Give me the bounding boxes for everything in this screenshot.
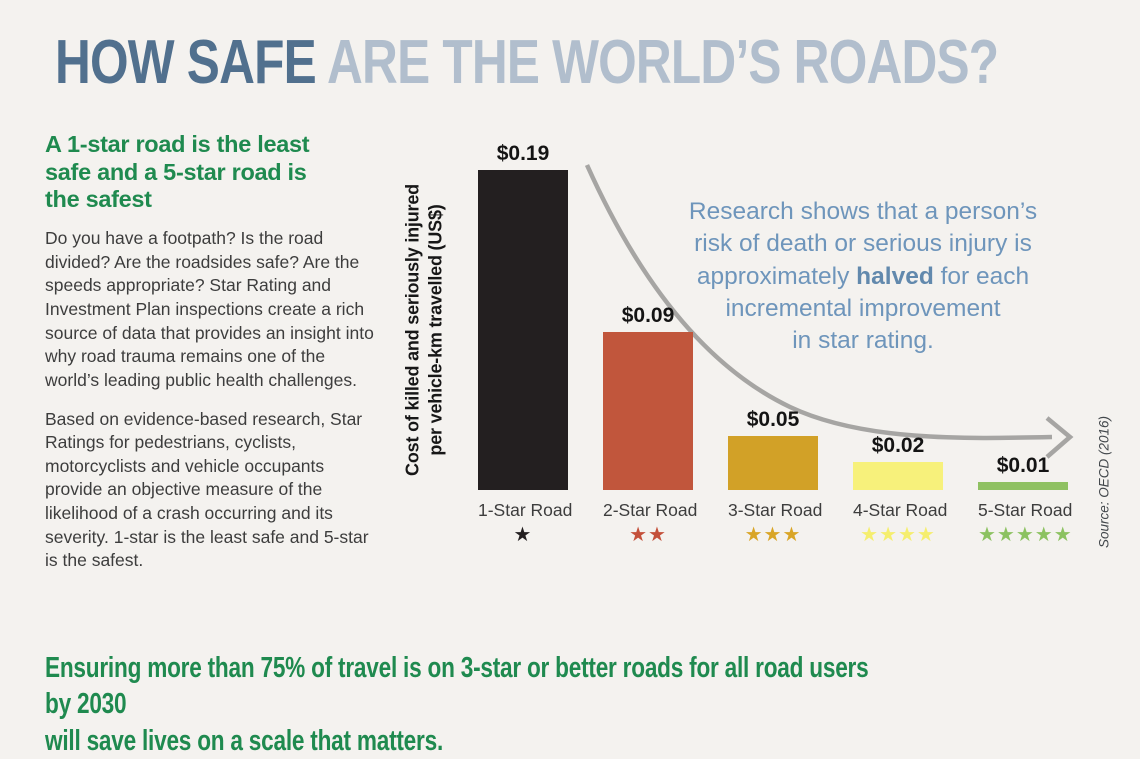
category-column: 3-Star Road ★★★ — [728, 500, 823, 546]
bar — [853, 462, 943, 490]
category-label: 4-Star Road — [853, 500, 948, 520]
page-title-rest: ARE THE WORLD’S ROADS? — [315, 28, 999, 97]
footer-statement: Ensuring more than 75% of travel is on 3… — [45, 652, 869, 757]
bar-column: $0.02 — [853, 142, 943, 490]
chart-categories: 1-Star Road ★ 2-Star Road ★★ 3-Star Road ★★★ 4… — [478, 500, 1073, 546]
bar-column: $0.05 — [728, 142, 818, 490]
research-annotation: Research shows that a person’s risk of d… — [648, 196, 1078, 358]
star-rating-icon: ★★★★★ — [978, 524, 1073, 546]
bar-value-label: $0.01 — [996, 454, 1050, 477]
intro-column: A 1-star road is the least safe and a 5-… — [45, 131, 379, 588]
bar-value-label: $0.09 — [621, 304, 675, 327]
bar-value-label: $0.02 — [871, 434, 925, 457]
page-title-emphasis: HOW SAFE — [55, 28, 317, 97]
intro-paragraph-2: Based on evidence-based research, Star R… — [45, 408, 369, 571]
bar — [478, 170, 568, 490]
annotation-text-bold: halved — [856, 262, 934, 290]
intro-heading: A 1-star road is the least safe and a 5-… — [45, 131, 310, 213]
bar-column: $0.09 — [603, 142, 693, 490]
category-column: 2-Star Road ★★ — [603, 500, 698, 546]
chart-plot: $0.19 $0.09 $0.05 $0.02 $0.01 — [478, 142, 1068, 490]
bar — [978, 482, 1068, 490]
category-label: 2-Star Road — [603, 500, 698, 520]
bar-column: $0.19 — [478, 142, 568, 490]
infographic-page: HOW SAFE ARE THE WORLD’S ROADS? A 1-star… — [45, 32, 1112, 757]
bar-value-label: $0.19 — [496, 142, 550, 165]
star-rating-icon: ★★ — [629, 524, 667, 546]
annotation-text-before: Research shows that a person’s risk of d… — [688, 198, 1038, 290]
page-title: HOW SAFE ARE THE WORLD’S ROADS? — [55, 32, 999, 94]
category-column: 4-Star Road ★★★★ — [853, 500, 948, 546]
star-rating-icon: ★★★ — [744, 524, 802, 546]
star-rating-icon: ★ — [513, 524, 533, 546]
category-label: 1-Star Road — [478, 500, 573, 520]
bar-value-label: $0.05 — [746, 408, 800, 431]
bar — [728, 436, 818, 490]
category-label: 3-Star Road — [728, 500, 823, 520]
chart-y-axis-label: Cost of killed and seriously injured per… — [402, 184, 446, 476]
source-credit: Source: OECD (2016) — [1096, 415, 1112, 549]
bar-column: $0.01 — [978, 142, 1068, 490]
star-rating-icon: ★★★★ — [860, 524, 936, 546]
bar — [603, 332, 693, 490]
category-column: 5-Star Road ★★★★★ — [978, 500, 1073, 546]
intro-paragraph-1: Do you have a footpath? Is the road divi… — [45, 228, 374, 390]
annotation-text-after: for each incremental improvement in star… — [725, 262, 1030, 355]
category-label: 5-Star Road — [978, 500, 1073, 520]
category-column: 1-Star Road ★ — [478, 500, 573, 546]
